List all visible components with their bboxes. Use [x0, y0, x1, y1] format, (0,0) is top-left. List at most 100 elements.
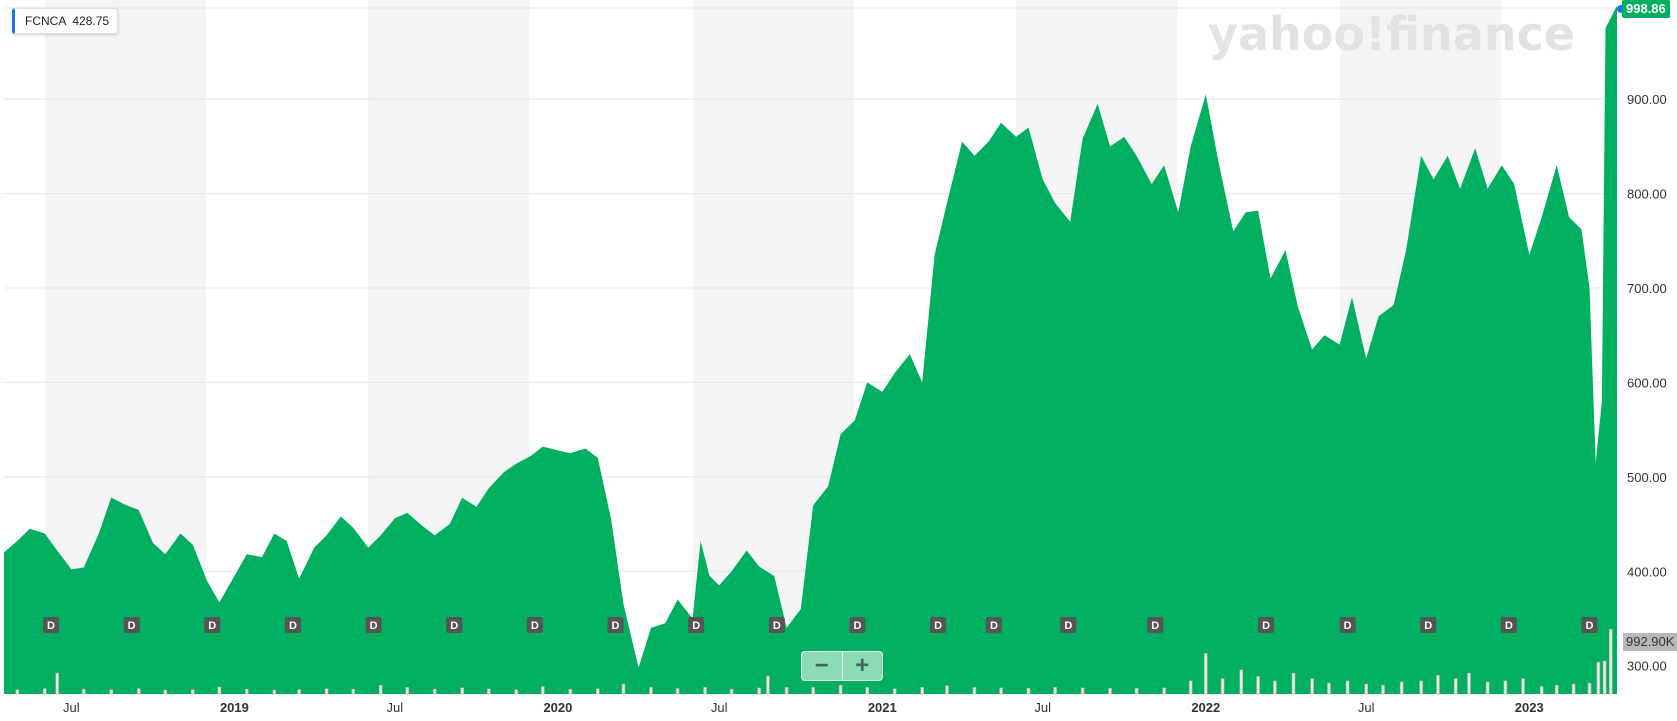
- dividend-label-3: D: [289, 620, 297, 632]
- dividend-box-12: [985, 617, 1002, 633]
- x-tick-label-4: Jul: [711, 700, 728, 715]
- dividend-box-1: [123, 617, 140, 633]
- volume-bar-66: [1554, 684, 1559, 695]
- last-price-dot: [1617, 5, 1625, 13]
- dividend-box-6: [526, 617, 543, 633]
- volume-bar-31: [811, 687, 815, 695]
- y-tick-label-2: 500.00: [1627, 470, 1667, 485]
- dividend-box-3: [284, 617, 301, 633]
- volume-bar-42: [1108, 687, 1112, 695]
- dividend-marker-3: D: [284, 617, 301, 633]
- y-tick-label-5: 800.00: [1627, 187, 1667, 202]
- x-tick-label-0: Jul: [63, 700, 80, 715]
- y-tick-label-0: 300.00: [1627, 659, 1667, 674]
- dividend-box-4: [365, 617, 382, 633]
- volume-bar-38: [999, 687, 1003, 695]
- x-axis-ticks: Jul 2019 Jul 2020 Jul 2021 Jul 2022 Jul 2023: [63, 700, 1544, 715]
- volume-bar-67: [1571, 683, 1576, 695]
- dividend-label-16: D: [1344, 620, 1352, 632]
- volume-bar-40: [1053, 687, 1057, 695]
- x-tick-label-7: 2022: [1191, 700, 1220, 715]
- volume-bar-6: [163, 689, 168, 695]
- volume-bar-48: [1239, 669, 1244, 695]
- dividend-marker-0: D: [42, 617, 59, 633]
- dividend-box-14: [1147, 617, 1164, 633]
- x-tick-label-3: 2020: [543, 700, 572, 715]
- volume-bar-1: [42, 688, 47, 695]
- x-tick-label-1: 2019: [220, 700, 249, 715]
- y-tick-label-3: 600.00: [1627, 375, 1667, 390]
- dividend-marker-4: D: [365, 617, 382, 633]
- x-tick-label-6: Jul: [1034, 700, 1051, 715]
- dividend-label-8: D: [692, 620, 700, 632]
- dividend-marker-5: D: [446, 617, 463, 633]
- dividend-label-13: D: [1064, 620, 1072, 632]
- symbol-legend[interactable]: FCNCA 428.75: [12, 8, 119, 34]
- dividend-label-12: D: [990, 620, 998, 632]
- dividend-label-18: D: [1505, 620, 1513, 632]
- volume-bar-39: [1026, 687, 1031, 695]
- dividend-box-18: [1500, 617, 1517, 633]
- dividend-box-17: [1420, 617, 1437, 633]
- x-tick-label-5: 2021: [868, 700, 897, 715]
- dividend-label-7: D: [612, 620, 620, 632]
- dividend-label-6: D: [531, 620, 539, 632]
- volume-bar-10: [272, 689, 277, 695]
- volume-bar-69: [1596, 661, 1601, 695]
- y-axis-ticks: 300.00 400.00 500.00 600.00 700.00 800.00 900.…: [1627, 92, 1667, 674]
- x-tick-label-8: Jul: [1358, 700, 1375, 715]
- volume-label: 992.90K: [1623, 633, 1677, 651]
- volume-bar-33: [865, 687, 870, 695]
- dividend-box-19: [1581, 617, 1598, 633]
- x-tick-label-9: 2023: [1515, 700, 1544, 715]
- volume-bar-70: [1602, 660, 1607, 695]
- dividend-marker-16: D: [1339, 617, 1356, 633]
- volume-bar-61: [1467, 672, 1471, 695]
- dividend-marker-9: D: [768, 617, 785, 633]
- zoom-controls: − +: [801, 651, 883, 681]
- volume-bar-55: [1364, 683, 1368, 695]
- x-tick-label-2: Jul: [387, 700, 404, 715]
- volume-bar-14: [378, 684, 383, 695]
- dividend-marker-13: D: [1060, 617, 1077, 633]
- volume-bar-13: [351, 688, 355, 695]
- volume-bar-63: [1503, 680, 1508, 695]
- volume-bar-41: [1080, 687, 1085, 695]
- dividend-box-5: [446, 617, 463, 633]
- volume-bar-64: [1521, 678, 1525, 695]
- volume-bar-16: [432, 688, 437, 695]
- volume-bar-50: [1273, 680, 1277, 695]
- dividend-box-13: [1060, 617, 1077, 633]
- volume-bar-30: [784, 687, 789, 695]
- dividend-label-19: D: [1586, 620, 1594, 632]
- dividend-label-9: D: [773, 620, 781, 632]
- volume-bar-59: [1436, 674, 1440, 695]
- volume-bar-60: [1453, 678, 1458, 695]
- volume-bar-11: [297, 689, 301, 695]
- dividend-marker-1: D: [123, 617, 140, 633]
- volume-bar-23: [621, 683, 626, 695]
- y-tick-label-6: 900.00: [1627, 92, 1667, 107]
- volume-bar-26: [703, 687, 707, 695]
- volume-bar-0: [15, 689, 20, 695]
- volume-bar-62: [1485, 681, 1490, 695]
- volume-bar-8: [217, 686, 222, 695]
- dividend-marker-2: D: [204, 617, 221, 633]
- volume-bar-32: [838, 684, 843, 695]
- dividend-box-2: [204, 617, 221, 633]
- volume-bar-2: [55, 672, 59, 695]
- volume-bar-20: [541, 686, 545, 695]
- volume-bar-15: [405, 687, 410, 695]
- dividend-label-17: D: [1424, 620, 1432, 632]
- zoom-in-button[interactable]: +: [841, 652, 883, 680]
- zoom-out-button[interactable]: −: [814, 652, 829, 679]
- legend-value: 428.75: [72, 14, 110, 28]
- volume-bar-47: [1220, 678, 1225, 695]
- volume-bar-58: [1419, 680, 1423, 695]
- dividend-marker-8: D: [688, 617, 705, 633]
- volume-bar-3: [81, 688, 86, 695]
- volume-bar-65: [1539, 685, 1544, 695]
- volume-bar-68: [1587, 682, 1592, 695]
- volume-bar-43: [1134, 687, 1139, 695]
